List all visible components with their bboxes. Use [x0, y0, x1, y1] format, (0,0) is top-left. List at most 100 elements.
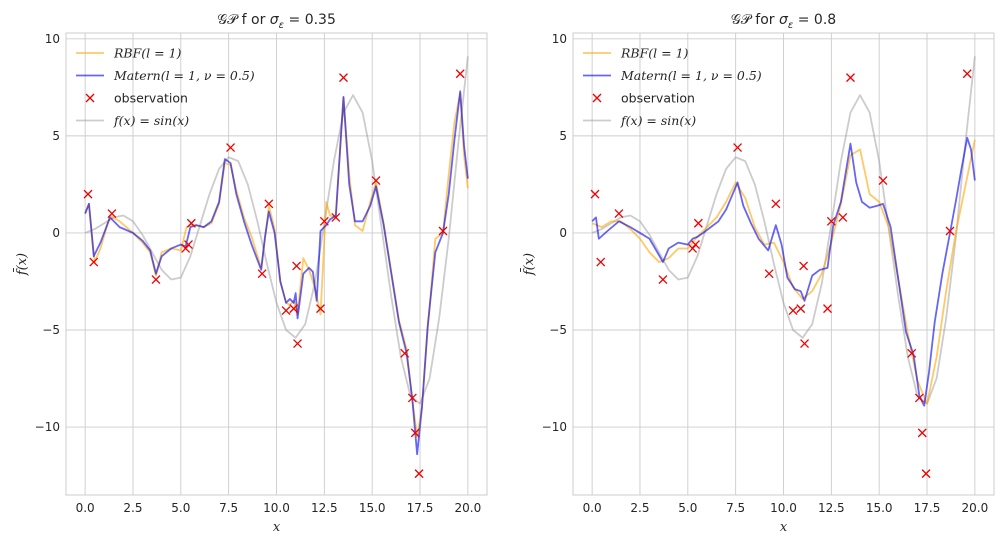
observation-marker — [264, 199, 274, 209]
observation-marker — [691, 240, 700, 250]
observation-marker — [907, 348, 917, 358]
x-tick-label: 2.5 — [630, 501, 649, 515]
x-tick-label: 0.0 — [76, 501, 95, 515]
observation-marker — [945, 226, 955, 236]
observation-marker — [407, 393, 417, 403]
y-axis-title: f̄(x) — [520, 253, 537, 276]
observation-marker — [257, 269, 267, 279]
legend-entry: f(x) = sin(x) — [76, 113, 189, 128]
axes-frame — [65, 32, 488, 496]
observation-marker — [83, 189, 93, 199]
x-tick-label: 7.5 — [219, 501, 238, 515]
legend-label: f(x) = sin(x) — [620, 113, 696, 128]
observation-marker — [823, 304, 832, 314]
legend-entry: Matern(l = 1, ν = 0.5) — [76, 68, 255, 83]
observation-marker — [414, 469, 424, 479]
observation-marker — [281, 306, 291, 316]
legend-entry: RBF(l = 1) — [76, 46, 182, 61]
observation-marker — [800, 339, 810, 349]
observation-marker — [962, 69, 972, 79]
legend: RBF(l = 1) Matern(l = 1, ν = 0.5) observat… — [76, 46, 255, 128]
x-tick-label: 17.5 — [407, 501, 434, 515]
observation-marker — [107, 209, 117, 218]
x-tick-label: 17.5 — [914, 501, 941, 515]
observation-marker — [319, 216, 329, 226]
x-tick-label: 15.0 — [866, 501, 893, 515]
x-tick-label: 15.0 — [359, 501, 386, 515]
y-tick-label: 0 — [52, 226, 60, 240]
legend-entry: RBF(l = 1) — [583, 46, 689, 61]
matern-line — [591, 136, 976, 407]
y-tick-label: 5 — [52, 129, 60, 143]
observation-marker — [371, 176, 381, 185]
y-tick-label: −10 — [35, 420, 60, 434]
observation-marker — [590, 189, 600, 199]
observation-marker — [226, 143, 236, 152]
observation-marker — [184, 240, 193, 250]
y-tick-label: −5 — [42, 323, 60, 337]
observation-marker — [289, 304, 299, 314]
legend-label: observation — [621, 91, 695, 106]
observation-marker — [838, 212, 848, 222]
observation-marker — [921, 469, 931, 479]
plot-title: 𝒢𝒫 f or σε = 0.35 — [217, 12, 336, 31]
observation-marker — [89, 257, 99, 267]
axes-frame — [572, 32, 995, 496]
observation-marker — [771, 199, 781, 209]
y-tick-label: 10 — [45, 32, 60, 46]
observation-marker — [410, 428, 420, 438]
observation-marker — [693, 218, 703, 228]
legend-label: Matern(l = 1, ν = 0.5) — [113, 68, 255, 83]
observations — [590, 69, 972, 479]
plot-title: 𝒢𝒫 for σε = 0.8 — [731, 12, 836, 31]
legend-label: Matern(l = 1, ν = 0.5) — [620, 68, 762, 83]
sine-line — [591, 56, 976, 405]
y-tick-label: 0 — [559, 226, 567, 240]
legend-entry: Matern(l = 1, ν = 0.5) — [583, 68, 762, 83]
observation-marker — [339, 73, 348, 83]
observation-marker — [846, 73, 855, 83]
x-tick-label: 12.5 — [818, 501, 845, 515]
legend-entry: observation — [592, 91, 695, 106]
y-tick-label: 10 — [552, 32, 567, 46]
observation-marker — [799, 261, 809, 271]
observation-marker — [331, 212, 341, 222]
x-tick-label: 20.0 — [962, 501, 989, 515]
observation-marker — [688, 244, 698, 253]
x-tick-label: 20.0 — [455, 501, 482, 515]
series-group — [591, 56, 976, 407]
y-tick-label: −10 — [542, 420, 567, 434]
observation-marker — [596, 257, 606, 267]
x-tick-label: 0.0 — [583, 501, 602, 515]
sine-line — [84, 56, 469, 405]
x-tick-label: 2.5 — [123, 501, 142, 515]
observation-marker — [293, 339, 303, 349]
observation-marker — [796, 304, 806, 314]
y-tick-label: −5 — [549, 323, 567, 337]
observation-marker — [292, 261, 302, 271]
x-axis-title: x — [273, 520, 281, 535]
observation-marker — [151, 275, 161, 284]
legend-entry: f(x) = sin(x) — [583, 113, 696, 128]
x-tick-label: 7.5 — [726, 501, 745, 515]
observations — [83, 69, 465, 479]
observation-marker — [614, 209, 624, 218]
x-tick-label: 10.0 — [770, 501, 797, 515]
x-tick-label: 12.5 — [311, 501, 338, 515]
x-tick-label: 5.0 — [171, 501, 190, 515]
observation-marker — [658, 275, 668, 284]
x-tick-label: 10.0 — [263, 501, 290, 515]
observation-marker — [316, 304, 325, 314]
observation-marker — [400, 348, 410, 358]
observation-marker — [181, 244, 191, 253]
observation-marker — [914, 393, 924, 403]
y-tick-label: 5 — [559, 129, 567, 143]
observation-marker — [826, 216, 836, 226]
matern-line — [84, 90, 469, 456]
observation-marker — [788, 306, 798, 316]
observation-marker — [764, 269, 774, 279]
y-axis-title: f̄(x) — [13, 253, 30, 276]
legend-label: f(x) = sin(x) — [113, 113, 189, 128]
observation-marker — [733, 143, 743, 152]
